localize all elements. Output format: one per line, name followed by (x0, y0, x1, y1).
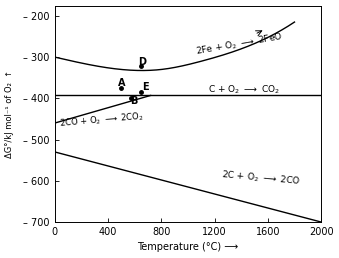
Text: C + O$_2$ $\longrightarrow$ CO$_2$: C + O$_2$ $\longrightarrow$ CO$_2$ (208, 84, 280, 96)
Text: 2Fe + O$_2$ $\longrightarrow$ 2FeO: 2Fe + O$_2$ $\longrightarrow$ 2FeO (195, 30, 284, 58)
Text: 2C + O$_2$ $\longrightarrow$ 2CO: 2C + O$_2$ $\longrightarrow$ 2CO (221, 168, 301, 188)
X-axis label: Temperature (°C) ⟶: Temperature (°C) ⟶ (137, 243, 239, 252)
Text: A: A (118, 78, 126, 88)
Text: D: D (138, 57, 146, 67)
Text: ΔG°/kJ mol⁻¹ of O₂  ↑: ΔG°/kJ mol⁻¹ of O₂ ↑ (5, 70, 14, 158)
Text: E: E (142, 83, 149, 93)
Text: B: B (130, 96, 137, 106)
Text: 2CO + O$_2$ $\longrightarrow$ 2CO$_2$: 2CO + O$_2$ $\longrightarrow$ 2CO$_2$ (59, 110, 144, 130)
